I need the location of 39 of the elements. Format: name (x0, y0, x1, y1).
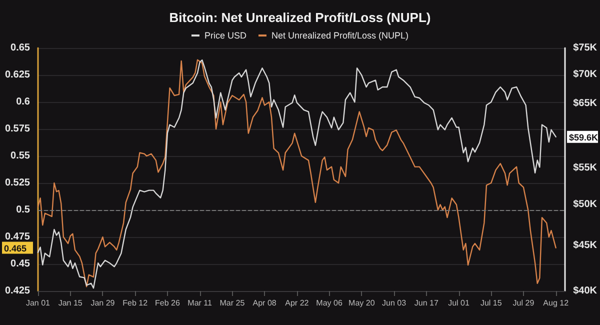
y-tick-label: 0.625 (4, 70, 30, 80)
x-tick-label: Jan 15 (58, 298, 83, 308)
x-tick-label: Mar 11 (188, 298, 213, 308)
y-tick-label: 0.55 (10, 150, 30, 162)
y2-tick-label: $70K (573, 69, 598, 80)
x-tick-label: May 20 (348, 298, 376, 308)
x-tick-label: Jul 01 (448, 298, 470, 308)
chart-title: Bitcoin: Net Unrealized Profit/Loss (NUPL) (169, 10, 431, 25)
y-tick-label: 0.475 (4, 232, 30, 242)
text: $59.6K (569, 132, 599, 142)
y-tick-label: 0.45 (10, 258, 30, 270)
y2-tick-label: $75K (573, 42, 598, 54)
y2-tick-label: $65K (573, 98, 598, 109)
x-tick-label: Jan 01 (26, 298, 51, 308)
legend-label: Net Unrealized Profit/Loss (NUPL) (271, 30, 409, 40)
text: 0.465 (4, 243, 27, 254)
x-tick-label: Jul 29 (512, 298, 535, 308)
x-tick-label: May 06 (316, 298, 343, 308)
x-tick-label: Mar 25 (220, 298, 246, 308)
y-tick-label: 0.425 (4, 286, 30, 296)
y2-tick-label: $45K (573, 240, 598, 251)
x-tick-label: Jun 17 (414, 298, 439, 308)
x-tick-label: Aug 12 (543, 298, 570, 308)
x-tick-label: Feb 12 (122, 298, 148, 308)
x-tick-label: Feb 26 (155, 298, 180, 308)
y-tick-label: 0.65 (10, 42, 30, 54)
y-tick-label: 0.6 (16, 96, 30, 108)
x-tick-label: Apr 08 (252, 298, 277, 308)
legend-label: Price USD (204, 30, 247, 40)
y2-tick-label: $50K (573, 199, 598, 210)
x-tick-label: Apr 22 (285, 298, 310, 308)
y2-tick-label: $40K (573, 286, 598, 296)
y-tick-label: 0.575 (4, 124, 30, 134)
x-tick-label: Jul 15 (480, 298, 502, 308)
x-tick-label: Jan 29 (90, 298, 116, 308)
y2-tick-label: $55K (573, 162, 598, 174)
y-tick-label: 0.525 (4, 178, 30, 188)
x-tick-label: Jun 03 (382, 298, 407, 308)
y-tick-label: 0.5 (16, 204, 30, 216)
